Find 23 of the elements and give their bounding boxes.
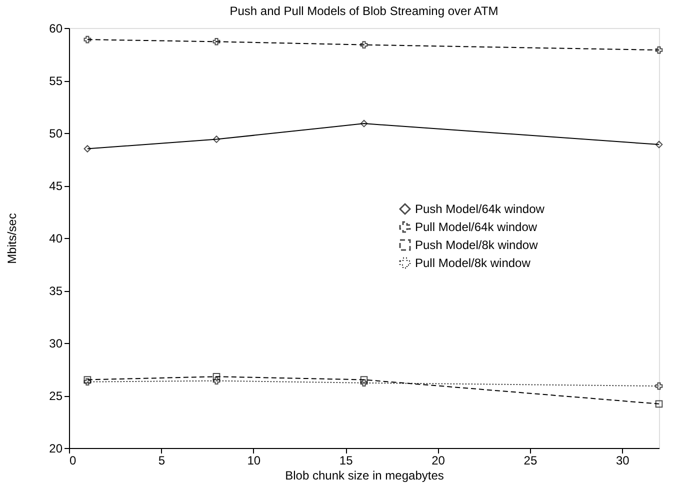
y-tick-label: 40 [49, 232, 63, 246]
y-tick-label: 35 [49, 284, 63, 298]
y-axis-title: Mbits/sec [5, 213, 20, 264]
y-tick-label: 45 [49, 179, 63, 193]
y-tick-label: 20 [49, 442, 63, 456]
x-tick-label: 25 [524, 454, 538, 468]
y-tick-label: 25 [49, 389, 63, 403]
legend-label: Pull Model/8k window [415, 256, 531, 270]
y-tick-label: 55 [49, 74, 63, 88]
y-tick-label: 30 [49, 336, 63, 350]
x-tick-label: 30 [616, 454, 630, 468]
legend-label: Push Model/8k window [415, 238, 538, 252]
x-axis-title: Blob chunk size in megabytes [285, 468, 444, 482]
chart-title: Push and Pull Models of Blob Streaming over ATM [230, 4, 498, 18]
x-tick-label: 20 [432, 454, 446, 468]
y-tick-label: 60 [49, 22, 63, 36]
x-tick-label: 0 [70, 454, 76, 468]
y-tick-label: 50 [49, 126, 63, 140]
legend-label: Push Model/64k window [415, 202, 545, 216]
x-tick-label: 15 [339, 454, 354, 468]
x-tick-label: 10 [247, 454, 261, 468]
x-tick-label: 5 [158, 454, 166, 468]
legend-label: Pull Model/64k window [415, 220, 538, 234]
